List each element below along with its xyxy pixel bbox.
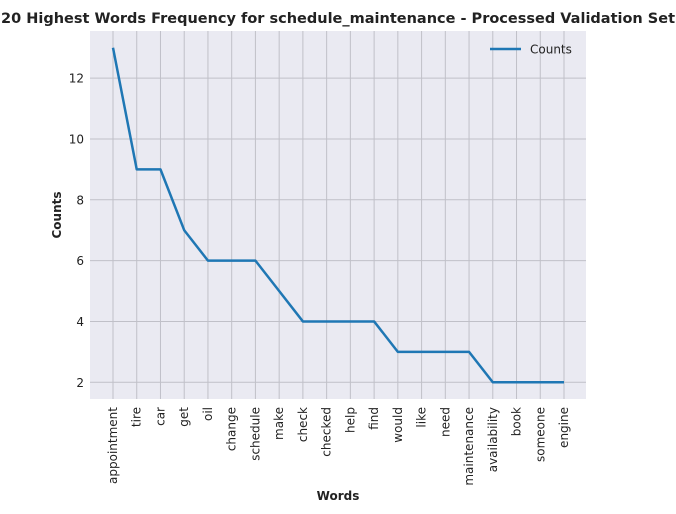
x-tick-label: appointment — [106, 407, 120, 484]
x-tick-label: change — [225, 407, 239, 451]
y-tick-labels: 2 4 6 8 10 12 — [69, 72, 84, 390]
x-axis-label: Words — [317, 489, 360, 503]
series-layer — [111, 47, 565, 384]
y-axis-label: Counts — [50, 191, 64, 238]
x-tick-label: check — [296, 407, 310, 442]
y-tick-label: 8 — [76, 193, 84, 207]
x-tick-label: schedule — [248, 407, 262, 461]
legend: Counts — [490, 43, 572, 57]
x-tick-label: maintenance — [462, 407, 476, 486]
x-tick-label: like — [415, 407, 429, 428]
x-tick-labels: appointment tire car get oil change schedule ma… — [106, 407, 571, 486]
x-tick-label: book — [510, 407, 524, 436]
y-tick-label: 6 — [76, 254, 84, 268]
x-tick-label: need — [438, 407, 452, 437]
legend-label: Counts — [530, 43, 572, 57]
chart-title: 20 Highest Words Frequency for schedule_… — [1, 11, 675, 27]
x-tick-label: car — [153, 407, 167, 426]
y-tick-label: 4 — [76, 315, 84, 329]
plot-area — [90, 31, 586, 399]
series-line-counts — [111, 47, 564, 384]
x-tick-label: someone — [533, 407, 547, 462]
x-tick-label: availability — [486, 407, 500, 472]
grid-lines — [90, 31, 586, 399]
x-tick-label: help — [343, 407, 357, 433]
x-tick-label: engine — [557, 407, 571, 448]
x-tick-label: tire — [130, 407, 144, 427]
y-tick-label: 12 — [69, 72, 84, 86]
x-tick-label: checked — [320, 407, 334, 457]
x-tick-label: find — [367, 407, 381, 430]
y-tick-label: 10 — [69, 132, 84, 146]
y-tick-label: 2 — [76, 376, 84, 390]
x-tick-label: oil — [201, 407, 215, 421]
x-tick-label: get — [177, 407, 191, 427]
x-tick-label: would — [391, 407, 405, 443]
x-tick-label: make — [272, 407, 286, 440]
